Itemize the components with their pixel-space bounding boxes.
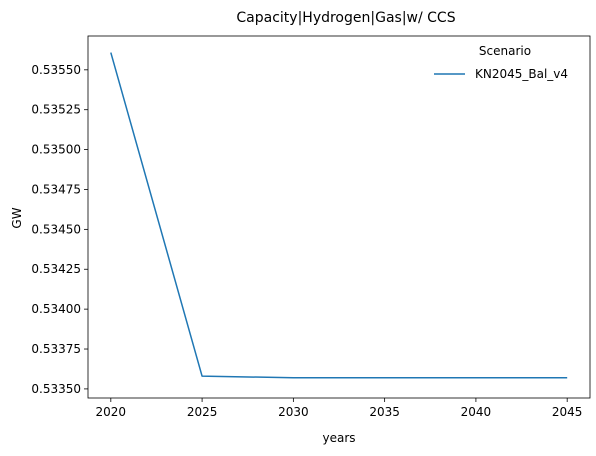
legend-title: Scenario <box>479 44 531 58</box>
x-tick-label: 2045 <box>552 405 583 419</box>
x-tick-label: 2040 <box>461 405 492 419</box>
y-tick-label: 0.53450 <box>31 222 81 236</box>
y-axis-label: GW <box>10 207 24 228</box>
y-axis: 0.53350 0.53375 0.53400 0.53425 0.53450 0.534… <box>31 63 88 396</box>
y-tick-label: 0.53475 <box>31 182 81 196</box>
legend: Scenario KN2045_Bal_v4 <box>434 44 568 81</box>
legend-label-kn2045-bal-v4: KN2045_Bal_v4 <box>475 67 568 81</box>
y-tick-label: 0.53375 <box>31 342 81 356</box>
y-tick-label: 0.53550 <box>31 63 81 77</box>
plot-area <box>87 35 591 399</box>
x-axis-label: years <box>322 431 355 445</box>
x-axis: 2020 2025 2030 2035 2040 2045 <box>96 398 583 419</box>
x-tick-label: 2020 <box>96 405 127 419</box>
x-tick-label: 2035 <box>369 405 400 419</box>
x-tick-label: 2025 <box>187 405 218 419</box>
series-line-kn2045-bal-v4 <box>110 52 568 379</box>
y-tick-label: 0.53425 <box>31 262 81 276</box>
y-tick-label: 0.53500 <box>31 143 81 157</box>
y-tick-label: 0.53350 <box>31 382 81 396</box>
x-tick-label: 2030 <box>278 405 309 419</box>
chart-title: Capacity|Hydrogen|Gas|w/ CCS <box>236 10 455 26</box>
y-tick-label: 0.53400 <box>31 302 81 316</box>
y-tick-label: 0.53525 <box>31 103 81 117</box>
